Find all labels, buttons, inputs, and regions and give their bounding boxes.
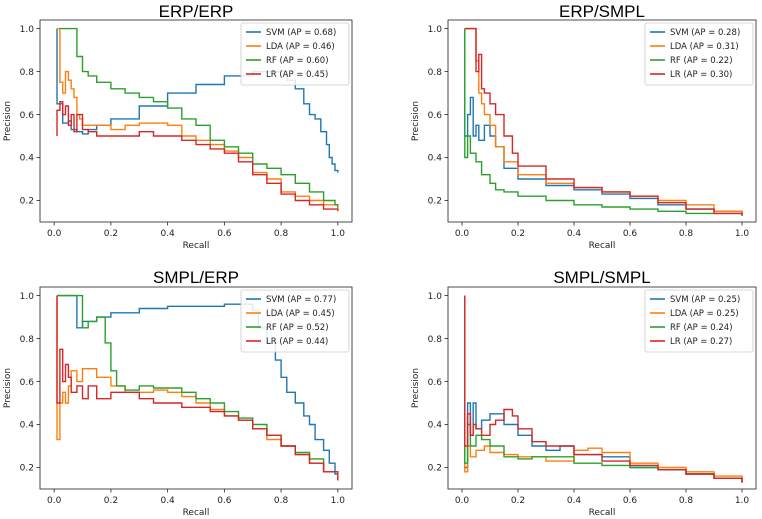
y-tick-label: 0.6 <box>20 111 35 121</box>
legend-entry: LDA (AP = 0.46) <box>266 42 335 52</box>
x-tick-label: 0.0 <box>47 496 62 506</box>
y-axis-label: Precision <box>411 101 421 141</box>
x-tick-label: 0.2 <box>511 496 525 506</box>
series-line <box>464 28 743 216</box>
x-tick-label: 0.2 <box>104 496 118 506</box>
legend-entry: SVM (AP = 0.25) <box>670 295 740 305</box>
y-tick-label: 0.4 <box>428 154 443 164</box>
x-tick-label: 0.0 <box>455 496 470 506</box>
y-axis-label: Precision <box>3 101 13 141</box>
legend-entry: SVM (AP = 0.28) <box>670 28 740 38</box>
y-tick-label: 0.6 <box>428 111 443 121</box>
legend-entry: RF (AP = 0.60) <box>266 56 329 66</box>
series-line <box>464 295 743 483</box>
legend-entry: RF (AP = 0.52) <box>266 323 329 333</box>
y-axis-label: Precision <box>3 368 13 408</box>
y-tick-label: 1.0 <box>20 25 35 35</box>
x-axis-label: Recall <box>183 508 210 518</box>
chart-title: SMPL/SMPL <box>553 268 650 287</box>
series-line <box>56 101 339 212</box>
x-tick-label: 0.4 <box>567 229 582 239</box>
x-tick-label: 0.8 <box>679 229 694 239</box>
series-line <box>59 27 339 207</box>
y-tick-label: 0.8 <box>20 335 35 345</box>
legend-entry: SVM (AP = 0.68) <box>266 28 336 38</box>
series-line <box>56 28 339 173</box>
y-tick-label: 1.0 <box>428 25 443 35</box>
y-axis-label: Precision <box>411 368 421 408</box>
legend-frame <box>240 289 350 353</box>
x-tick-label: 0.2 <box>104 229 118 239</box>
legend-frame <box>644 289 754 353</box>
legend: SVM (AP = 0.25) LDA (AP = 0.25) RF (AP = 0… <box>644 289 754 353</box>
x-tick-label: 0.4 <box>160 496 175 506</box>
legend-entry: LDA (AP = 0.31) <box>670 42 739 52</box>
y-tick-label: 0.4 <box>20 154 35 164</box>
x-tick-label: 0.6 <box>623 496 638 506</box>
x-tick-label: 0.4 <box>160 229 175 239</box>
x-tick-label: 1.0 <box>331 496 346 506</box>
legend-entry: LDA (AP = 0.25) <box>670 309 739 319</box>
series-line <box>464 27 743 216</box>
legend-frame <box>240 22 350 86</box>
x-tick-label: 0.6 <box>217 496 232 506</box>
legend: SVM (AP = 0.77) LDA (AP = 0.45) RF (AP = 0… <box>240 289 350 353</box>
chart-panel: ERP/SMPL 0.0 0.2 0.4 0.6 0.8 1.0 0.2 0.4 0.6 0.8 1.… <box>411 2 757 251</box>
y-tick-label: 0.4 <box>428 421 443 431</box>
y-tick-label: 0.2 <box>20 464 34 474</box>
y-tick-label: 0.6 <box>20 378 35 388</box>
y-tick-label: 0.8 <box>428 335 443 345</box>
legend-frame <box>644 22 754 86</box>
chart-title: ERP/SMPL <box>559 2 645 21</box>
legend-entry: RF (AP = 0.24) <box>670 323 733 333</box>
chart-panel: SMPL/ERP 0.0 0.2 0.4 0.6 0.8 1.0 0.2 0.4 0.6 0.8 1.… <box>3 268 353 518</box>
x-tick-label: 1.0 <box>735 229 750 239</box>
chart-title: ERP/ERP <box>159 2 234 21</box>
x-tick-label: 0.8 <box>274 229 289 239</box>
x-tick-label: 1.0 <box>331 229 346 239</box>
y-tick-label: 0.2 <box>428 464 442 474</box>
chart-panel: ERP/ERP 0.0 0.2 0.4 0.6 0.8 1.0 0.2 0.4 0.6 0.8 1.0… <box>3 2 353 251</box>
x-axis-label: Recall <box>589 241 616 251</box>
series-line <box>56 295 339 481</box>
y-tick-label: 0.8 <box>20 68 35 78</box>
legend-entry: LR (AP = 0.30) <box>670 70 732 80</box>
legend-entry: LR (AP = 0.27) <box>670 337 732 347</box>
y-tick-label: 0.6 <box>428 378 443 388</box>
chart-title: SMPL/ERP <box>153 268 239 287</box>
x-tick-label: 0.0 <box>47 229 62 239</box>
x-axis-label: Recall <box>589 508 616 518</box>
x-tick-label: 0.0 <box>455 229 470 239</box>
legend: SVM (AP = 0.28) LDA (AP = 0.31) RF (AP = 0… <box>644 22 754 86</box>
x-tick-label: 0.6 <box>217 229 232 239</box>
x-tick-label: 0.6 <box>623 229 638 239</box>
legend-entry: LR (AP = 0.44) <box>266 337 328 347</box>
legend-entry: LDA (AP = 0.45) <box>266 309 335 319</box>
y-tick-label: 0.8 <box>428 68 443 78</box>
x-tick-label: 0.8 <box>679 496 694 506</box>
series-line <box>464 295 743 483</box>
legend-entry: SVM (AP = 0.77) <box>266 295 336 305</box>
x-tick-label: 0.2 <box>511 229 525 239</box>
x-tick-label: 1.0 <box>735 496 750 506</box>
series-line <box>464 27 743 216</box>
legend: SVM (AP = 0.68) LDA (AP = 0.46) RF (AP = 0… <box>240 22 350 86</box>
x-tick-label: 0.8 <box>274 496 289 506</box>
y-tick-label: 1.0 <box>20 292 35 302</box>
y-tick-label: 0.2 <box>20 197 34 207</box>
legend-entry: RF (AP = 0.22) <box>670 56 733 66</box>
x-tick-label: 0.4 <box>567 496 582 506</box>
series-line <box>57 27 339 210</box>
y-tick-label: 0.2 <box>428 197 442 207</box>
y-tick-label: 0.4 <box>20 421 35 431</box>
x-axis-label: Recall <box>183 241 210 251</box>
chart-panel: SMPL/SMPL 0.0 0.2 0.4 0.6 0.8 1.0 0.2 0.4 0.6 0.8 1… <box>411 268 757 518</box>
legend-entry: LR (AP = 0.45) <box>266 70 328 80</box>
y-tick-label: 1.0 <box>428 292 443 302</box>
